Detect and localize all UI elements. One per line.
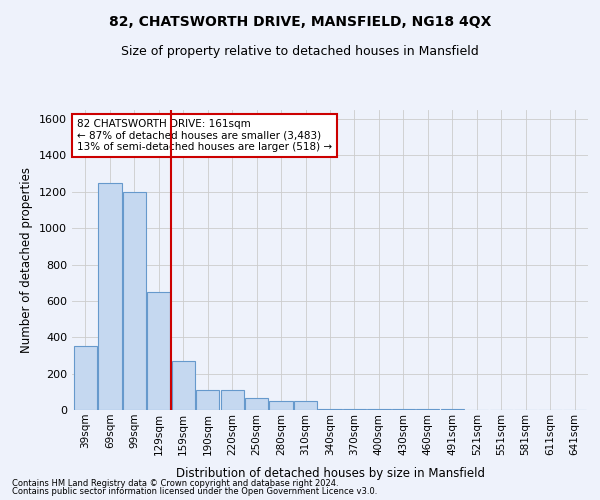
Text: 82, CHATSWORTH DRIVE, MANSFIELD, NG18 4QX: 82, CHATSWORTH DRIVE, MANSFIELD, NG18 4Q… bbox=[109, 15, 491, 29]
Bar bbox=[416, 409, 439, 410]
Bar bbox=[98, 182, 122, 410]
Bar bbox=[319, 409, 341, 410]
Bar bbox=[367, 409, 391, 410]
Text: Contains public sector information licensed under the Open Government Licence v3: Contains public sector information licen… bbox=[12, 487, 377, 496]
Bar bbox=[147, 292, 170, 410]
Bar bbox=[392, 409, 415, 410]
Text: 82 CHATSWORTH DRIVE: 161sqm
← 87% of detached houses are smaller (3,483)
13% of : 82 CHATSWORTH DRIVE: 161sqm ← 87% of det… bbox=[77, 119, 332, 152]
Bar bbox=[221, 390, 244, 410]
Bar bbox=[172, 361, 195, 410]
Bar bbox=[294, 401, 317, 410]
Text: Contains HM Land Registry data © Crown copyright and database right 2024.: Contains HM Land Registry data © Crown c… bbox=[12, 478, 338, 488]
Bar bbox=[123, 192, 146, 410]
Bar bbox=[343, 409, 366, 410]
Bar bbox=[245, 398, 268, 410]
Bar bbox=[269, 401, 293, 410]
Text: Size of property relative to detached houses in Mansfield: Size of property relative to detached ho… bbox=[121, 45, 479, 58]
Y-axis label: Number of detached properties: Number of detached properties bbox=[20, 167, 34, 353]
Bar bbox=[74, 346, 97, 410]
Text: Distribution of detached houses by size in Mansfield: Distribution of detached houses by size … bbox=[176, 467, 485, 480]
Bar bbox=[196, 390, 220, 410]
